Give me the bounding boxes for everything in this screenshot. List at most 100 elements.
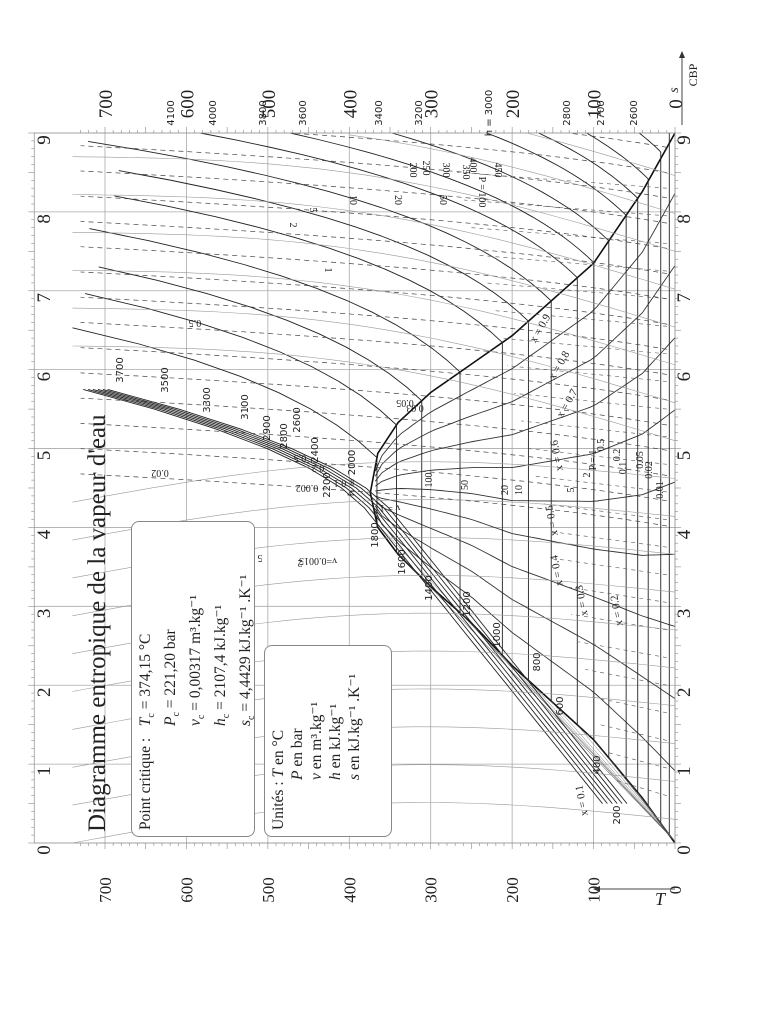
s-tick-label-left: 7 [34, 293, 55, 303]
critical-point-box: Point critique : Tc = 374,15 °C Pc = 221… [131, 521, 258, 837]
isobar-vapour [538, 132, 639, 199]
isobar-vapour [638, 132, 662, 153]
quality-label: x = 0.4 [548, 554, 565, 587]
isenthalp-label: 2800 [279, 423, 290, 448]
cbp-label: CBP [686, 63, 700, 86]
critical-volume: = 0,00317 m³.kg⁻¹ [187, 595, 205, 711]
T-tick-label-bottom: 200 [503, 877, 522, 903]
isochore-wet [521, 420, 667, 438]
isobar-label: 20 [500, 485, 511, 495]
critical-entropy: = 4,4429 kJ.kg⁻¹ .K⁻¹ [237, 574, 255, 712]
units-line-2: v en m³.kg⁻¹ [307, 674, 326, 830]
isobar-supercritical [102, 388, 623, 804]
s-tick-label-right: 2 [674, 687, 695, 697]
s-tick-label-right: 6 [674, 372, 695, 382]
isochore-label: 0.03 [406, 402, 424, 413]
s-tick-label-left: 2 [34, 687, 55, 697]
isochore-wet [556, 558, 667, 576]
units-line-0: Unités : T en °C [269, 674, 288, 830]
isobar-vapour [586, 132, 649, 180]
isenthalp [72, 307, 676, 404]
isobar-vapour [486, 132, 627, 216]
isobar-label-superheated: 20 [392, 195, 403, 205]
isochore-wet [499, 337, 667, 355]
isochore [80, 473, 667, 527]
s-tick-label-left: 6 [34, 372, 55, 382]
isobar-vapour [114, 195, 503, 343]
h-tick-label-top: 3800 [258, 100, 269, 125]
s-axis-label: s [667, 87, 682, 93]
isochore-wet [471, 227, 667, 244]
quality-line [374, 510, 676, 772]
axes: 0 01 12 23 34 45 56 67 78 89 901002003004005006007… [28, 51, 700, 909]
isenthalp-label: 1600 [397, 549, 408, 574]
units-line-1: P en bar [288, 674, 307, 830]
isochore-wet [613, 779, 667, 796]
isenthalp-label: 2400 [310, 437, 321, 462]
s-tick-label-left: 5 [34, 451, 55, 461]
isobar-label-superheated: 10 [347, 195, 358, 205]
T-tick-label-bottom: 500 [259, 877, 278, 903]
T-tick-label-top: 700 [96, 90, 117, 119]
quality-label: x = 0.7 [554, 387, 580, 420]
quality-line [374, 337, 676, 482]
sym: T [137, 717, 154, 727]
arrow-head-icon [679, 51, 685, 58]
isobar-vapour [88, 140, 552, 302]
sym: v [187, 719, 205, 726]
sub: c [146, 713, 158, 718]
critical-point-line-3: hc = 2107,4 kJ.kg⁻¹ [211, 575, 236, 830]
critical-point-line-1: Pc = 221,20 bar [161, 575, 186, 830]
isenthalp-label: 2600 [292, 407, 303, 432]
isochore-wet [485, 282, 667, 299]
isochore-label: 0.002 [296, 482, 319, 493]
isochore-wet [592, 696, 667, 714]
sym: h [212, 718, 230, 726]
quality-line [375, 495, 676, 556]
isenthalp-label: h = 2000 [347, 450, 358, 497]
isochore-wet [578, 641, 667, 658]
sub: c [246, 715, 258, 720]
isenthalp-label: 2200 [322, 472, 333, 497]
critical-point-label: Point critique : [137, 737, 154, 830]
isenthalp-label: 600 [555, 696, 566, 715]
isochore-label: 0.05 [396, 397, 414, 408]
quality-label: x = 0.5 [543, 504, 560, 537]
isobar-label-superheated: 50 [437, 195, 448, 205]
s-tick-label-left: 4 [34, 529, 55, 539]
isobar-label-superheated: 1 [322, 268, 333, 273]
isochore [80, 296, 667, 350]
T-tick-label-top: 200 [503, 90, 524, 119]
isenthalp-label: 3100 [240, 394, 251, 419]
sub: c [196, 714, 208, 720]
isenthalp-label: 200 [612, 805, 623, 824]
unit-v: en m³.kg⁻¹ [308, 701, 325, 770]
isochore-label: v=0.0015 [299, 555, 337, 566]
isobar-label: 2 [582, 473, 593, 478]
critical-enthalpy: = 2107,4 kJ.kg⁻¹ [212, 604, 230, 710]
isobar-liquid [551, 700, 676, 842]
isenthalp-label: 800 [532, 652, 543, 671]
isobar-label: 0.05 [635, 451, 646, 469]
isochore-label: 0.2 [312, 462, 325, 473]
h-tick-label-top: h = 3000 [484, 90, 495, 137]
isobar-label: P = 1 [588, 450, 599, 471]
h-tick-label-top: 3200 [414, 100, 425, 125]
quality-line [375, 481, 676, 502]
isenthalp [72, 194, 676, 290]
isobar-label: 100 [424, 473, 435, 488]
T-tick-label-bottom: 100 [585, 877, 604, 903]
s-tick-label-left: 3 [34, 609, 55, 619]
s-tick-label-right: 1 [674, 766, 695, 776]
isochore-wet [514, 393, 667, 410]
isobar-label: 0.5 [596, 439, 607, 452]
s-tick-label-right: 0 [674, 845, 695, 855]
isobar-label: 10 [514, 485, 525, 495]
isobar-label-superheated: 250 [420, 161, 431, 176]
isochore-wet [507, 365, 667, 382]
sym: T [270, 768, 287, 778]
isobar-label-superheated: 2 [287, 223, 298, 228]
critical-pressure: = 221,20 bar [162, 629, 180, 709]
